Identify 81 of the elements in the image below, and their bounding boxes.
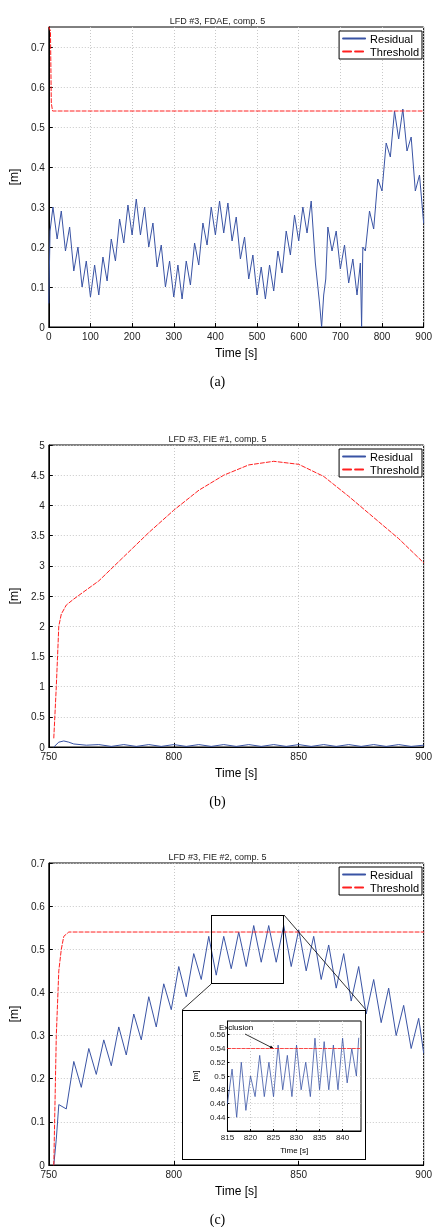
x-axis-title: Time [s] bbox=[215, 1184, 258, 1198]
y-tick-label: 0.4 bbox=[30, 161, 46, 173]
legend-label: Residual bbox=[370, 32, 413, 45]
x-tick-label: 800 bbox=[165, 750, 183, 762]
y-axis-title: [m] bbox=[7, 168, 21, 186]
y-tick-label: 0.46 bbox=[209, 1099, 227, 1108]
x-tick-label: 700 bbox=[332, 330, 350, 342]
line-series bbox=[227, 1037, 360, 1118]
y-tick-label: 4 bbox=[39, 499, 46, 511]
y-tick-label: 0.5 bbox=[30, 711, 46, 723]
legend-label: Threshold bbox=[370, 463, 420, 476]
y-tick-label: 0.5 bbox=[30, 121, 46, 133]
line-series bbox=[48, 26, 425, 112]
x-tick-label: 900 bbox=[415, 750, 433, 762]
x-axis-title: Time [s] bbox=[280, 1145, 309, 1155]
legend-label: Residual bbox=[370, 450, 413, 463]
y-tick-label: 0.4 bbox=[30, 986, 46, 998]
text: (c) bbox=[209, 1211, 226, 1227]
chart-title: LFD #3, FIE #2, comp. 5 bbox=[168, 851, 267, 862]
y-tick-label: 2.5 bbox=[30, 590, 46, 602]
x-tick-label: 840 bbox=[335, 1132, 350, 1142]
x-tick-label: 850 bbox=[290, 750, 308, 762]
y-tick-label: 0.7 bbox=[30, 857, 46, 869]
y-axis-title: [m] bbox=[7, 1005, 21, 1023]
x-tick-label: 400 bbox=[207, 330, 225, 342]
x-tick-label: 830 bbox=[289, 1132, 304, 1142]
x-tick-label: 200 bbox=[123, 330, 141, 342]
y-tick-label: 0.5 bbox=[30, 943, 46, 955]
y-tick-label: 0.1 bbox=[30, 1116, 46, 1128]
x-tick-label: 835 bbox=[312, 1132, 327, 1142]
x-tick-label: 800 bbox=[165, 1168, 183, 1180]
y-tick-label: 0.5 bbox=[214, 1071, 227, 1081]
chart-title: LFD #3, FDAE, comp. 5 bbox=[169, 15, 266, 26]
y-tick-label: 0.52 bbox=[209, 1057, 227, 1067]
x-tick-label: 900 bbox=[415, 1168, 433, 1180]
line-series bbox=[53, 740, 425, 748]
legend-label: Threshold bbox=[370, 45, 420, 58]
x-tick-label: 750 bbox=[40, 750, 58, 762]
x-axis-title: Time [s] bbox=[215, 766, 258, 780]
text: (b) bbox=[209, 793, 226, 810]
y-tick-label: 0.6 bbox=[30, 81, 46, 93]
chart-title: LFD #3, FIE #1, comp. 5 bbox=[168, 433, 267, 444]
y-axis-title: [m] bbox=[7, 587, 21, 605]
y-tick-label: 0.44 bbox=[209, 1112, 227, 1122]
x-axis-title: Time [s] bbox=[215, 346, 258, 360]
y-tick-label: 0.48 bbox=[209, 1085, 227, 1095]
y-tick-label: 5 bbox=[39, 439, 46, 451]
y-tick-label: 0.54 bbox=[209, 1044, 227, 1053]
y-tick-label: 0.3 bbox=[30, 201, 46, 213]
x-tick-label: 825 bbox=[266, 1132, 281, 1142]
y-tick-label: 1.5 bbox=[30, 650, 46, 662]
x-tick-label: 900 bbox=[415, 330, 433, 342]
y-tick-label: 0 bbox=[39, 741, 46, 753]
x-tick-label: 100 bbox=[82, 330, 100, 342]
y-tick-label: 0.2 bbox=[30, 241, 46, 253]
y-tick-label: 3.5 bbox=[30, 530, 46, 542]
y-tick-label: 0.56 bbox=[209, 1030, 227, 1040]
y-tick-label: 0 bbox=[39, 321, 46, 333]
y-tick-label: 0.6 bbox=[30, 900, 46, 912]
x-tick-label: 300 bbox=[165, 330, 183, 342]
x-tick-label: 815 bbox=[220, 1132, 235, 1142]
x-tick-label: 750 bbox=[40, 1168, 58, 1180]
y-tick-label: 0.3 bbox=[30, 1030, 46, 1042]
line-series bbox=[53, 460, 425, 739]
legend-label: Residual bbox=[370, 868, 413, 881]
legend-label: Threshold bbox=[370, 881, 420, 894]
x-tick-label: 850 bbox=[290, 1168, 308, 1180]
text: (a) bbox=[209, 373, 226, 390]
y-tick-label: 0.2 bbox=[30, 1073, 46, 1085]
x-tick-label: 800 bbox=[373, 330, 391, 342]
y-tick-label: 0 bbox=[39, 1159, 46, 1171]
y-tick-label: 1 bbox=[39, 681, 46, 693]
x-tick-label: 820 bbox=[243, 1132, 258, 1142]
y-tick-label: 4.5 bbox=[30, 469, 46, 481]
y-axis-title: [m] bbox=[190, 1070, 200, 1082]
x-tick-label: 600 bbox=[290, 330, 308, 342]
y-tick-label: 0.7 bbox=[30, 41, 46, 53]
y-tick-label: 0.1 bbox=[30, 281, 46, 293]
x-tick-label: 500 bbox=[248, 330, 266, 342]
y-tick-label: 3 bbox=[39, 560, 46, 572]
y-tick-label: 2 bbox=[39, 620, 46, 632]
